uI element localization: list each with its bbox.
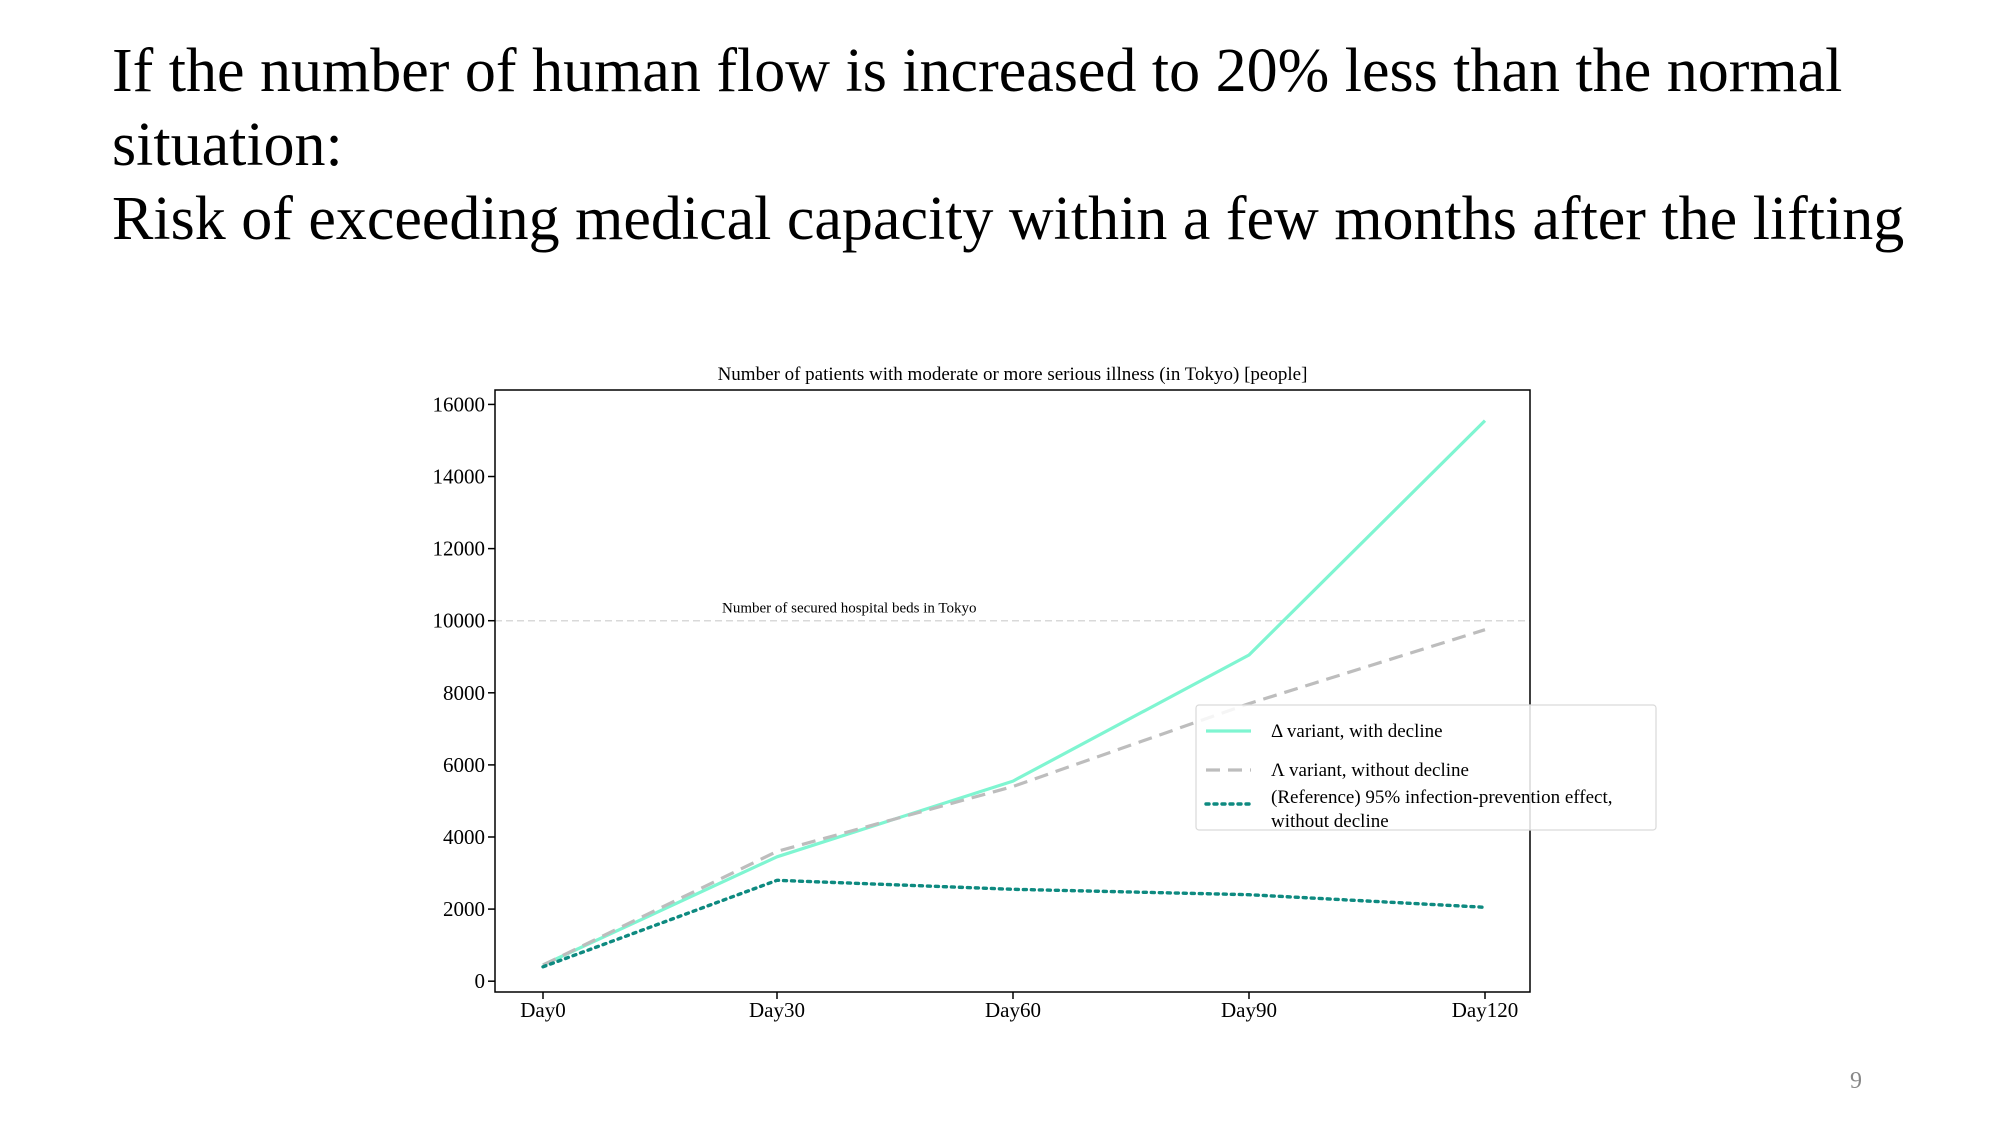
y-tick-label: 14000 (433, 465, 486, 489)
series-line-1 (542, 419, 1487, 967)
chart-title: Number of patients with moderate or more… (718, 364, 1308, 385)
y-tick-label: 0 (475, 969, 486, 993)
y-tick-label: 10000 (433, 609, 486, 633)
legend-label-3-line-2: without decline (1271, 811, 1389, 832)
heading-line-2: situation: (112, 111, 343, 179)
y-tick-label: 4000 (443, 825, 485, 849)
series-line-2 (542, 628, 1486, 967)
y-tick-label: 8000 (443, 681, 485, 705)
x-tick-label: Day60 (985, 998, 1041, 1022)
legend-box (1195, 704, 1657, 831)
page-number: 9 (1850, 1068, 1862, 1094)
slide-heading: If the number of human flow is increased… (112, 34, 1972, 256)
y-tick-label: 16000 (433, 392, 486, 416)
legend-label-3-line-1: (Reference) 95% infection-prevention eff… (1271, 787, 1612, 808)
x-tick-label: Day0 (520, 998, 566, 1022)
reference-line-label: Number of secured hospital beds in Tokyo (722, 601, 976, 617)
legend-label-2: Λ variant, without decline (1271, 760, 1469, 781)
y-tick-label: 6000 (443, 753, 485, 777)
legend-label-1: Δ variant, with decline (1271, 721, 1443, 742)
y-tick-label: 2000 (443, 897, 485, 921)
x-tick-label: Day120 (1452, 998, 1519, 1022)
x-tick-label: Day30 (749, 998, 805, 1022)
y-tick-label: 12000 (433, 537, 486, 561)
heading-line-1: If the number of human flow is increased… (112, 37, 1843, 105)
heading-line-3: Risk of exceeding medical capacity withi… (112, 185, 1905, 253)
x-tick-label: Day90 (1221, 998, 1277, 1022)
series-line-3 (541, 878, 1487, 969)
